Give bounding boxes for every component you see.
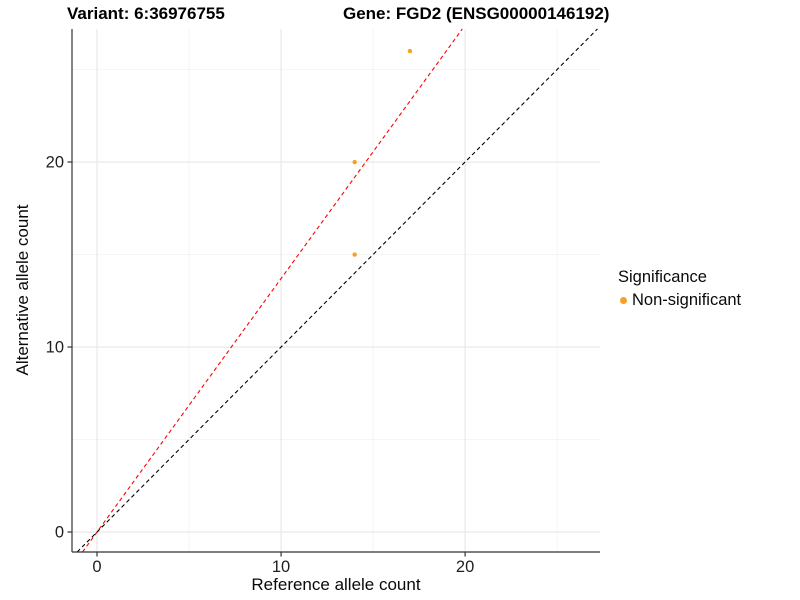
legend-item-non-significant: Non-significant <box>620 291 741 310</box>
legend-item-label: Non-significant <box>632 291 742 309</box>
point-icon <box>620 297 627 304</box>
legend-title: Significance <box>618 268 707 286</box>
y-tick-label: 20 <box>46 154 64 172</box>
data-point <box>352 159 357 165</box>
fitted-ratio-line <box>82 28 463 553</box>
legend: Significance Non-significant <box>617 268 741 310</box>
data-point <box>352 252 357 257</box>
gene-title: Gene: FGD2 (ENSG00000146192) <box>343 4 610 23</box>
identity-line <box>76 28 598 553</box>
x-tick-label: 10 <box>272 558 290 576</box>
data-point <box>407 48 413 54</box>
y-tick-label: 10 <box>46 339 64 357</box>
x-tick-label: 20 <box>456 558 474 576</box>
y-tick-label: 0 <box>55 524 64 542</box>
variant-title: Variant: 6:36976755 <box>67 4 225 23</box>
x-axis-title: Reference allele count <box>251 575 421 594</box>
x-tick-label: 0 <box>92 558 101 576</box>
